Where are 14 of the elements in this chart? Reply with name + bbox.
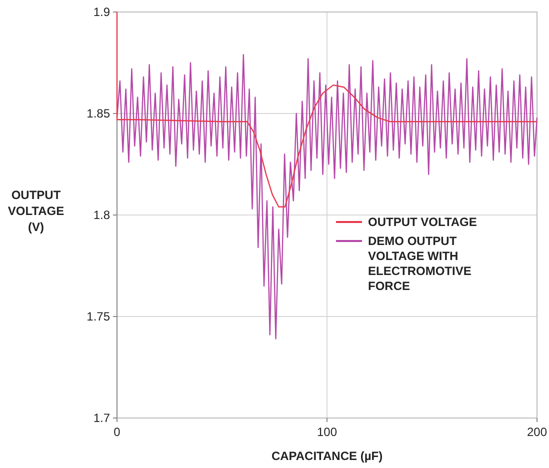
y-tick-label: 1.75 [86, 310, 110, 324]
legend-label: OUTPUT VOLTAGE [368, 215, 477, 230]
x-axis-title: CAPACITANCE (µF) [271, 449, 383, 463]
x-tick-label: 200 [526, 425, 548, 439]
x-tick-label: 0 [114, 425, 121, 439]
line-series [116, 54, 538, 340]
y-tick-label: 1.7 [93, 411, 110, 426]
y-axis-title: OUTPUT VOLTAGE (V) [8, 188, 64, 234]
y-tick-label: 1.85 [86, 106, 110, 121]
y-tick-label: 1.8 [93, 208, 110, 222]
legend-label: DEMO OUTPUT VOLTAGE WITH ELECTROMOTIVE FORCE [368, 234, 472, 294]
x-tick-label: 100 [316, 425, 338, 439]
line-series [116, 11, 538, 208]
y-tick-label: 1.9 [93, 5, 110, 20]
